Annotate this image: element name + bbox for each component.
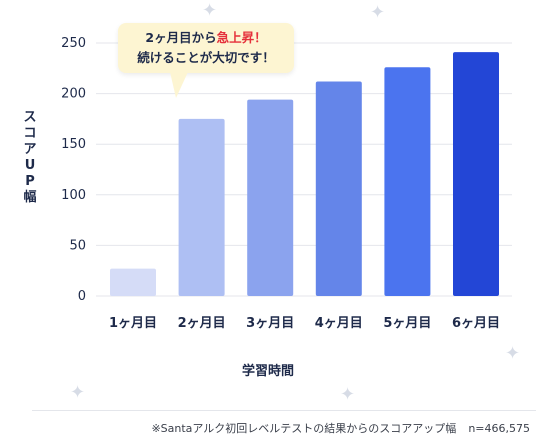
bar bbox=[110, 268, 156, 296]
x-category-label: 3ヶ月目 bbox=[246, 316, 294, 331]
decor-sparkle-icon: ✦ bbox=[202, 0, 218, 21]
callout-line-1: 2ヶ月目から急上昇！ bbox=[118, 28, 294, 48]
bar bbox=[453, 52, 499, 296]
bar bbox=[178, 118, 225, 297]
callout-prefix: 2ヶ月目から bbox=[145, 30, 217, 45]
x-category-labels: 1ヶ月目 2ヶ月目 3ヶ月目 4ヶ月目 5ヶ月目 6ヶ月目 bbox=[109, 316, 500, 331]
callout-bubble: 2ヶ月目から急上昇！ 続けることが大切です！ bbox=[118, 23, 294, 73]
callout-line-2: 続けることが大切です！ bbox=[137, 50, 275, 65]
decor-sparkle-icon: ✦ bbox=[505, 343, 521, 364]
footnote: ※Santaアルク初回レベルテストの結果からのスコアアップ幅 n=466,575 bbox=[151, 420, 530, 436]
sample-size: n=466,575 bbox=[468, 422, 530, 435]
x-category-label: 6ヶ月目 bbox=[452, 316, 500, 331]
y-tick-labels: 0 50 100 150 200 250 bbox=[61, 36, 86, 304]
bars bbox=[110, 52, 499, 297]
x-axis-label: 学習時間 bbox=[241, 364, 294, 379]
bar bbox=[315, 81, 362, 297]
grid-lines bbox=[96, 42, 512, 297]
y-tick-label: 200 bbox=[61, 87, 86, 102]
y-axis-label: スコアUP幅 bbox=[23, 110, 37, 205]
decor-sparkle-icon: ✦ bbox=[70, 382, 86, 403]
x-category-label: 5ヶ月目 bbox=[383, 316, 431, 331]
y-tick-label: 100 bbox=[61, 188, 86, 203]
callout-tail bbox=[170, 72, 188, 98]
y-tick-label: 150 bbox=[61, 137, 86, 152]
y-tick-label: 0 bbox=[78, 289, 86, 304]
callout-highlight: 急上昇！ bbox=[216, 30, 267, 45]
y-tick-label: 50 bbox=[69, 238, 86, 253]
bar bbox=[384, 67, 431, 297]
footer-divider bbox=[32, 410, 536, 411]
footnote-text: ※Santaアルク初回レベルテストの結果からのスコアアップ幅 bbox=[151, 422, 457, 435]
decor-sparkle-icon: ✦ bbox=[340, 384, 356, 405]
y-tick-label: 250 bbox=[61, 36, 86, 51]
x-category-label: 2ヶ月目 bbox=[178, 316, 226, 331]
x-category-label: 4ヶ月目 bbox=[315, 316, 363, 331]
decor-sparkle-icon: ✦ bbox=[370, 2, 386, 23]
x-category-label: 1ヶ月目 bbox=[109, 316, 157, 331]
bar bbox=[247, 99, 294, 296]
